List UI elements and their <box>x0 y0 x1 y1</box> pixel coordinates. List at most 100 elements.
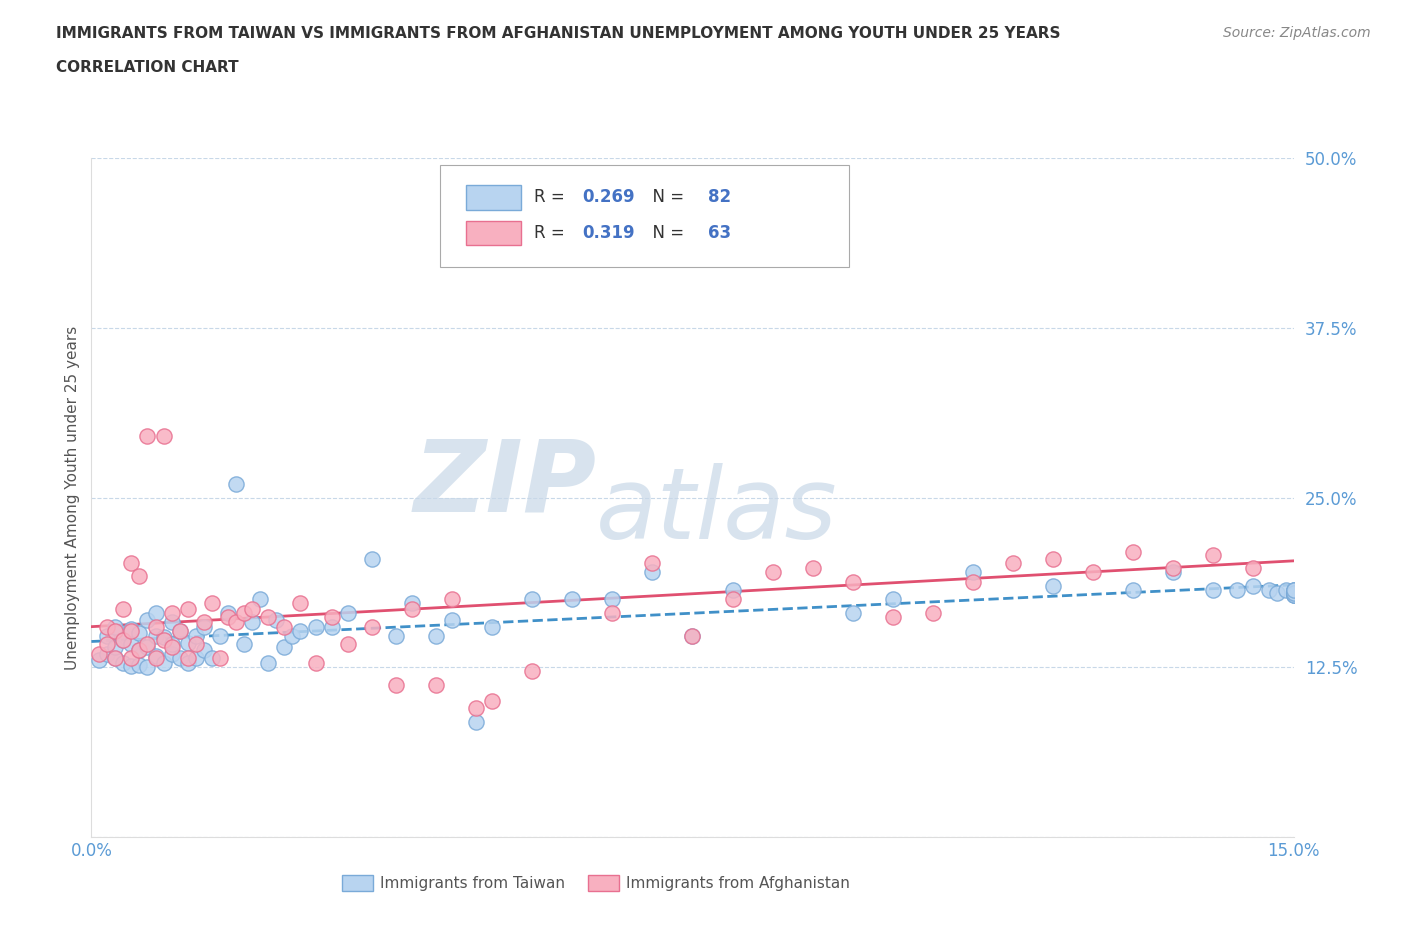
Point <box>1243 578 1265 593</box>
Point <box>136 612 159 627</box>
Point <box>136 640 159 655</box>
Point <box>160 646 183 661</box>
FancyBboxPatch shape <box>467 185 520 209</box>
Point <box>425 629 447 644</box>
Point <box>112 602 135 617</box>
Point <box>1282 582 1305 597</box>
Point <box>136 660 159 675</box>
Point <box>96 637 118 652</box>
Point <box>1282 585 1305 600</box>
Point <box>104 623 127 638</box>
Point <box>1282 588 1305 603</box>
Point <box>882 609 904 624</box>
Point <box>401 602 423 617</box>
Point <box>152 632 174 647</box>
Point <box>1282 585 1305 600</box>
Text: CORRELATION CHART: CORRELATION CHART <box>56 60 239 75</box>
Point <box>281 629 304 644</box>
Point <box>561 592 583 607</box>
Point <box>112 632 135 647</box>
Point <box>96 646 118 661</box>
Point <box>1282 588 1305 603</box>
FancyBboxPatch shape <box>467 220 520 245</box>
Point <box>176 650 198 665</box>
Point <box>336 637 359 652</box>
Point <box>89 646 111 661</box>
Point <box>89 653 111 668</box>
Y-axis label: Unemployment Among Youth under 25 years: Unemployment Among Youth under 25 years <box>65 326 80 670</box>
FancyBboxPatch shape <box>440 165 849 267</box>
Point <box>1122 544 1144 559</box>
Point <box>481 694 503 709</box>
Point <box>288 596 311 611</box>
Point <box>176 656 198 671</box>
Point <box>1202 547 1225 562</box>
Point <box>225 615 247 630</box>
Point <box>169 650 191 665</box>
Point <box>208 650 231 665</box>
Point <box>1042 578 1064 593</box>
Text: N =: N = <box>643 224 689 242</box>
Point <box>841 605 863 620</box>
Point <box>522 664 544 679</box>
Point <box>801 561 824 576</box>
Point <box>104 650 127 665</box>
Point <box>201 650 224 665</box>
Point <box>962 575 984 590</box>
Point <box>121 650 143 665</box>
Point <box>385 677 408 692</box>
Point <box>145 605 167 620</box>
Point <box>1282 582 1305 597</box>
Text: IMMIGRANTS FROM TAIWAN VS IMMIGRANTS FROM AFGHANISTAN UNEMPLOYMENT AMONG YOUTH U: IMMIGRANTS FROM TAIWAN VS IMMIGRANTS FRO… <box>56 26 1060 41</box>
Point <box>321 609 343 624</box>
Point <box>232 637 254 652</box>
Point <box>152 630 174 644</box>
Point <box>136 637 159 652</box>
Point <box>128 569 150 584</box>
Text: 0.319: 0.319 <box>582 224 634 242</box>
Text: R =: R = <box>534 189 569 206</box>
Point <box>305 656 328 671</box>
Point <box>440 612 463 627</box>
Point <box>681 629 703 644</box>
Point <box>112 656 135 671</box>
Point <box>264 612 287 627</box>
Point <box>1163 565 1185 579</box>
Text: atlas: atlas <box>596 462 838 560</box>
Point <box>128 626 150 641</box>
Point <box>96 619 118 634</box>
Point <box>160 605 183 620</box>
Text: Source: ZipAtlas.com: Source: ZipAtlas.com <box>1223 26 1371 40</box>
Point <box>721 592 744 607</box>
Point <box>1226 582 1249 597</box>
Point <box>249 592 271 607</box>
Point <box>360 619 382 634</box>
Point <box>1282 588 1305 603</box>
Text: N =: N = <box>643 189 689 206</box>
Point <box>193 643 215 658</box>
Point <box>401 596 423 611</box>
Point <box>240 615 263 630</box>
Point <box>169 623 191 638</box>
Point <box>1243 561 1265 576</box>
Point <box>641 565 664 579</box>
Point <box>602 592 624 607</box>
Point <box>176 602 198 617</box>
Legend: Immigrants from Taiwan, Immigrants from Afghanistan: Immigrants from Taiwan, Immigrants from … <box>336 869 856 897</box>
Point <box>1042 551 1064 566</box>
Point <box>121 623 143 638</box>
Point <box>193 619 215 634</box>
Point <box>217 605 239 620</box>
Point <box>273 640 295 655</box>
Point <box>721 582 744 597</box>
Point <box>1202 582 1225 597</box>
Point <box>217 609 239 624</box>
Point <box>240 602 263 617</box>
Point <box>104 640 127 655</box>
Point <box>360 551 382 566</box>
Point <box>225 476 247 491</box>
Text: 0.269: 0.269 <box>582 189 634 206</box>
Point <box>176 635 198 650</box>
Point <box>256 609 278 624</box>
Point <box>1274 582 1296 597</box>
